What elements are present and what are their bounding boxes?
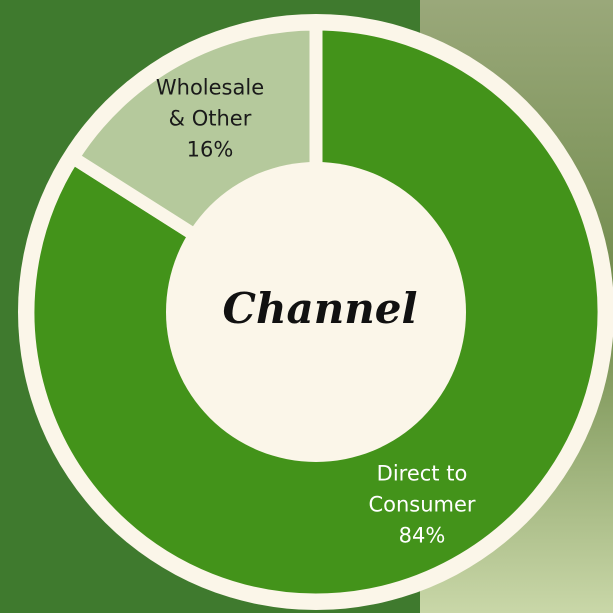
chart-title: Channel [223, 284, 418, 333]
slice-label: Wholesale & Other 16% [145, 73, 275, 166]
value-label: 84% [398, 523, 446, 548]
slice-label: Direct to Consumer 84% [357, 458, 487, 551]
category: Direct to Consumer [368, 461, 476, 517]
donut-hole [166, 162, 466, 462]
category: Wholesale & Other [155, 75, 265, 131]
value-label: 16% [186, 137, 234, 162]
